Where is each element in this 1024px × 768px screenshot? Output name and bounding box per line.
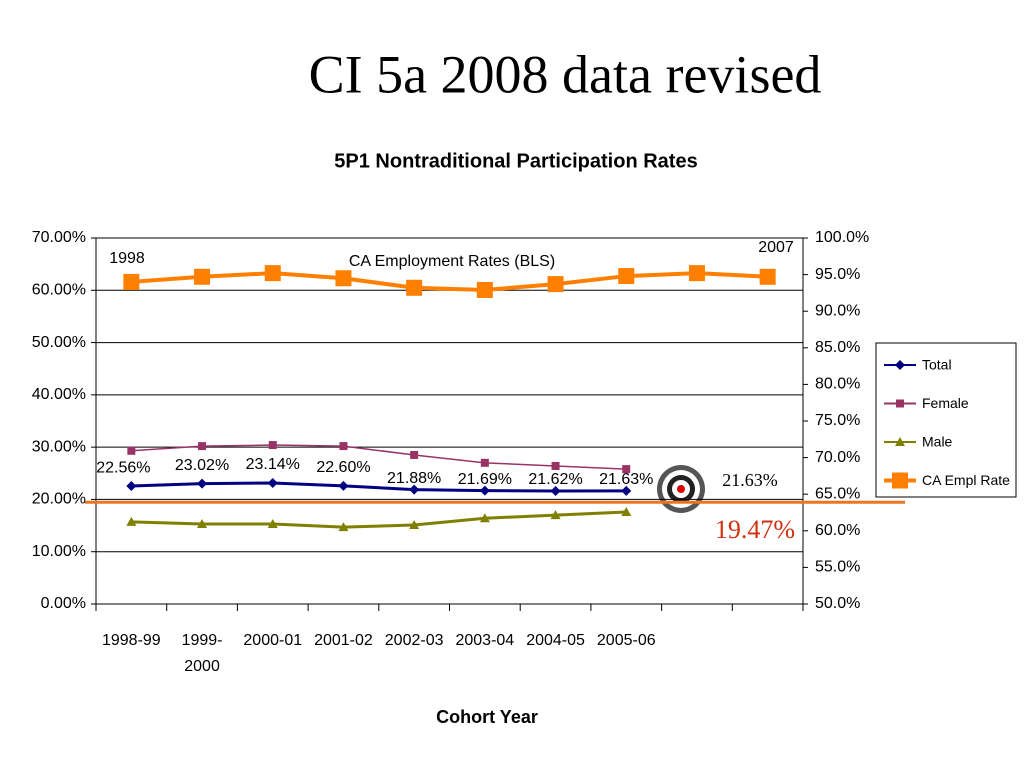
y-tick-label: 70.00%	[32, 229, 86, 246]
y2-tick-label: 90.0%	[815, 302, 860, 319]
marker	[127, 446, 136, 455]
marker	[267, 519, 278, 529]
data-label: 22.56%	[96, 459, 150, 476]
marker	[338, 480, 349, 491]
x-tick-label: 2002-03	[384, 632, 444, 649]
legend-marker	[892, 472, 908, 489]
marker	[264, 265, 281, 282]
legend-label: Female	[922, 395, 969, 411]
series-line	[131, 271, 768, 292]
marker	[268, 441, 277, 450]
marker	[479, 513, 490, 523]
data-label: 21.63%	[599, 471, 653, 488]
y2-tick-label: 50.0%	[815, 595, 860, 612]
target-icon	[657, 465, 705, 513]
x-tick-label: 1998-99	[101, 632, 161, 649]
data-label: 21.62%	[528, 471, 582, 488]
data-label: 22.60%	[316, 459, 370, 476]
y2-tick-label: 85.0%	[815, 339, 860, 356]
legend-label: Male	[922, 434, 953, 450]
legend-marker	[895, 360, 905, 370]
data-label: 23.02%	[175, 457, 229, 474]
marker	[197, 478, 208, 489]
x-tick-label: 2005-06	[596, 632, 656, 649]
y-tick-label: 50.00%	[32, 334, 86, 351]
marker	[480, 458, 489, 467]
slide-title: CI 5a 2008 data revised	[309, 44, 822, 104]
target-label: 19.47%	[715, 515, 795, 544]
y-tick-label: 20.00%	[32, 491, 86, 508]
series-line	[131, 510, 627, 529]
chart-title: 5P1 Nontraditional Participation Rates	[334, 150, 697, 172]
series-line	[131, 481, 627, 493]
series-line	[131, 444, 627, 470]
marker	[335, 270, 352, 287]
marker	[338, 522, 349, 532]
marker	[406, 279, 423, 296]
y2-tick-label: 95.0%	[815, 266, 860, 283]
marker	[551, 461, 560, 470]
marker	[410, 450, 419, 459]
y2-tick-label: 55.0%	[815, 559, 860, 576]
marker	[409, 484, 420, 495]
marker	[476, 281, 493, 298]
marker	[267, 478, 278, 489]
x-tick-label: 2001-02	[314, 632, 373, 649]
x-tick-label: 2000-01	[243, 632, 303, 649]
data-label: 21.69%	[458, 471, 512, 488]
y2-tick-label: 100.0%	[815, 229, 869, 246]
marker	[759, 268, 776, 285]
data-label: 23.14%	[246, 456, 300, 473]
marker	[547, 276, 564, 293]
marker	[409, 520, 420, 530]
marker	[194, 268, 211, 285]
x-tick-label: 2003-04	[455, 632, 515, 649]
marker	[123, 273, 140, 290]
annotation: 1998	[109, 250, 145, 267]
legend-marker	[895, 437, 905, 446]
y2-tick-label: 75.0%	[815, 412, 860, 429]
marker	[621, 485, 632, 496]
x-tick-label: 2004-05	[526, 632, 585, 649]
y-tick-label: 10.00%	[32, 543, 86, 560]
y-tick-label: 40.00%	[32, 386, 86, 403]
marker	[197, 519, 208, 529]
marker	[198, 442, 207, 451]
marker	[622, 465, 631, 474]
marker	[618, 268, 635, 285]
x-tick-label: 1999-2000	[181, 632, 223, 675]
annotation: CA Employment Rates (BLS)	[349, 253, 555, 270]
marker	[479, 485, 490, 496]
y-tick-label: 30.00%	[32, 438, 86, 455]
marker	[550, 485, 561, 496]
legend-marker	[896, 399, 904, 408]
data-label: 21.88%	[387, 470, 441, 487]
marker	[621, 506, 632, 516]
legend-label: CA Empl Rate	[922, 472, 1010, 488]
marker	[339, 442, 348, 451]
y-tick-label: 0.00%	[41, 595, 86, 612]
marker	[126, 516, 137, 526]
annotation: 21.63%	[722, 470, 778, 490]
y2-tick-label: 65.0%	[815, 485, 860, 502]
marker	[550, 510, 561, 520]
y2-tick-label: 70.0%	[815, 449, 860, 466]
y-tick-label: 60.00%	[32, 282, 86, 299]
annotation: 2007	[758, 239, 794, 256]
legend-label: Total	[922, 357, 952, 373]
y2-tick-label: 60.0%	[815, 522, 860, 539]
marker	[126, 481, 137, 492]
marker	[688, 265, 705, 282]
x-axis-title: Cohort Year	[436, 707, 538, 727]
y2-tick-label: 80.0%	[815, 376, 860, 393]
